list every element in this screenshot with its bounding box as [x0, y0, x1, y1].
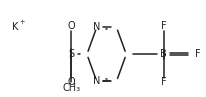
- Text: F: F: [160, 21, 166, 31]
- Text: CH₃: CH₃: [62, 83, 80, 93]
- Text: O: O: [67, 77, 75, 87]
- Text: F: F: [160, 77, 166, 87]
- Text: K: K: [12, 22, 19, 32]
- Text: S: S: [68, 49, 74, 59]
- Text: F: F: [194, 49, 200, 59]
- Text: +: +: [20, 19, 25, 25]
- Text: N: N: [93, 22, 100, 32]
- Text: B: B: [159, 49, 166, 59]
- Text: N: N: [93, 76, 100, 87]
- Text: O: O: [67, 21, 75, 31]
